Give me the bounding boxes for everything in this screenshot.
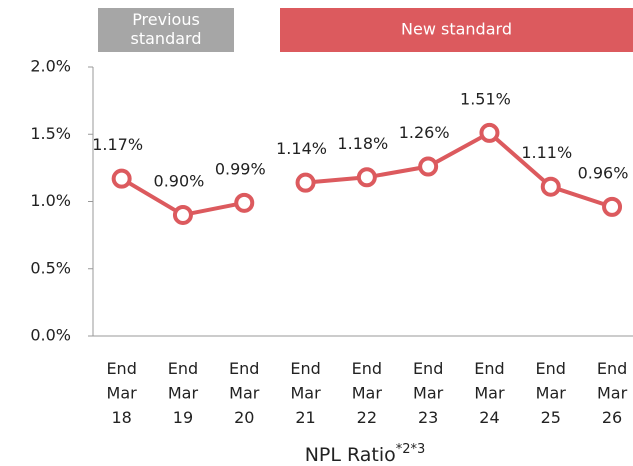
- data-label: 1.14%: [276, 139, 327, 158]
- x-tick-label: End Mar 20: [229, 359, 260, 427]
- data-point: [479, 122, 500, 143]
- chart-title: NPL Ratio*2*3: [305, 442, 426, 466]
- y-tick-label: 2.0%: [30, 57, 71, 76]
- y-tick-label: 1.0%: [30, 191, 71, 210]
- x-tick-label: End Mar 24: [474, 359, 505, 427]
- x-tick-label: End Mar 26: [597, 359, 628, 427]
- y-tick-label: 1.5%: [30, 124, 71, 143]
- data-label: 0.96%: [578, 163, 629, 182]
- x-tick-label: End Mar 25: [536, 359, 567, 427]
- data-point: [234, 192, 255, 213]
- data-point: [540, 176, 561, 197]
- data-point: [418, 156, 439, 177]
- data-point: [356, 167, 377, 188]
- header-box: [98, 8, 234, 52]
- x-tick-label: End Mar 18: [106, 359, 137, 427]
- x-tick-label: End Mar 19: [168, 359, 199, 427]
- data-point: [295, 172, 316, 193]
- header-box: [280, 8, 633, 52]
- data-point: [111, 168, 132, 189]
- data-label: 1.17%: [92, 135, 143, 154]
- title-text: NPL Ratio: [305, 444, 396, 466]
- x-tick-label: End Mar 22: [352, 359, 383, 427]
- data-label: 0.99%: [215, 159, 266, 178]
- title-note: *2*3: [396, 442, 426, 457]
- x-tick-label: End Mar 23: [413, 359, 444, 427]
- data-label: 0.90%: [154, 171, 205, 190]
- data-label: 1.26%: [399, 123, 450, 142]
- y-tick-label: 0.0%: [30, 326, 71, 345]
- header-label: Previous standard: [131, 10, 202, 48]
- data-point: [602, 196, 623, 217]
- data-label: 1.51%: [460, 89, 511, 108]
- data-label: 1.18%: [337, 134, 388, 153]
- y-tick-label: 0.5%: [30, 258, 71, 277]
- header-label: New standard: [401, 20, 512, 39]
- data-label: 1.11%: [521, 143, 572, 162]
- data-point: [172, 204, 193, 225]
- x-tick-label: End Mar 21: [290, 359, 321, 427]
- series-line: [305, 130, 613, 209]
